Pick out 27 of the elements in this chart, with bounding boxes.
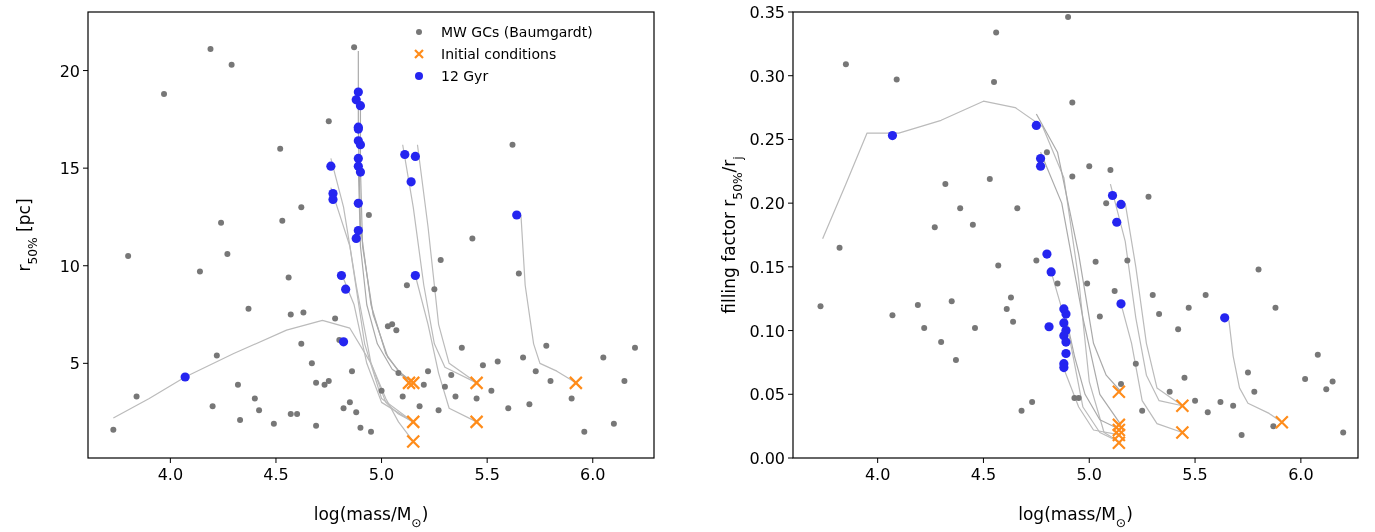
x-tick-label: 5.0 (1076, 465, 1102, 484)
y-tick-label: 0.30 (749, 66, 785, 86)
y-tick-label: 0.25 (749, 130, 785, 150)
x-axis-title: log(mass/M$_{⊙}$) (1018, 504, 1133, 530)
x-tick-label: 5.0 (368, 465, 395, 484)
legend-label: Initial conditions (441, 46, 557, 62)
legend-label: 12 Gyr (441, 68, 489, 84)
x-axis-title: log(mass/M$_{⊙}$) (313, 504, 429, 530)
y-tick-label: 20 (59, 61, 80, 81)
x-tick-label: 5.5 (1182, 465, 1208, 484)
x-tick-label: 4.5 (970, 465, 997, 484)
y-tick-label: 0.10 (749, 321, 785, 341)
x-tick-label: 4.5 (263, 465, 289, 484)
y-tick-label: 5 (69, 354, 80, 374)
legend-label: MW GCs (Baumgardt) (441, 24, 593, 40)
y-tick-label: 0.15 (749, 257, 785, 277)
y-tick-label: 15 (59, 159, 80, 179)
y-tick-label: 0.35 (749, 3, 785, 22)
y-tick-label: 0.00 (749, 449, 785, 468)
x-tick-label: 4.0 (157, 465, 184, 484)
x-tick-label: 4.0 (864, 465, 891, 484)
y-tick-label: 10 (59, 256, 80, 276)
y-tick-label: 0.05 (749, 385, 785, 405)
x-tick-label: 5.5 (474, 465, 500, 484)
y-tick-label: 0.20 (749, 194, 785, 214)
x-tick-label: 6.0 (580, 465, 606, 484)
x-tick-label: 6.0 (1288, 465, 1314, 484)
